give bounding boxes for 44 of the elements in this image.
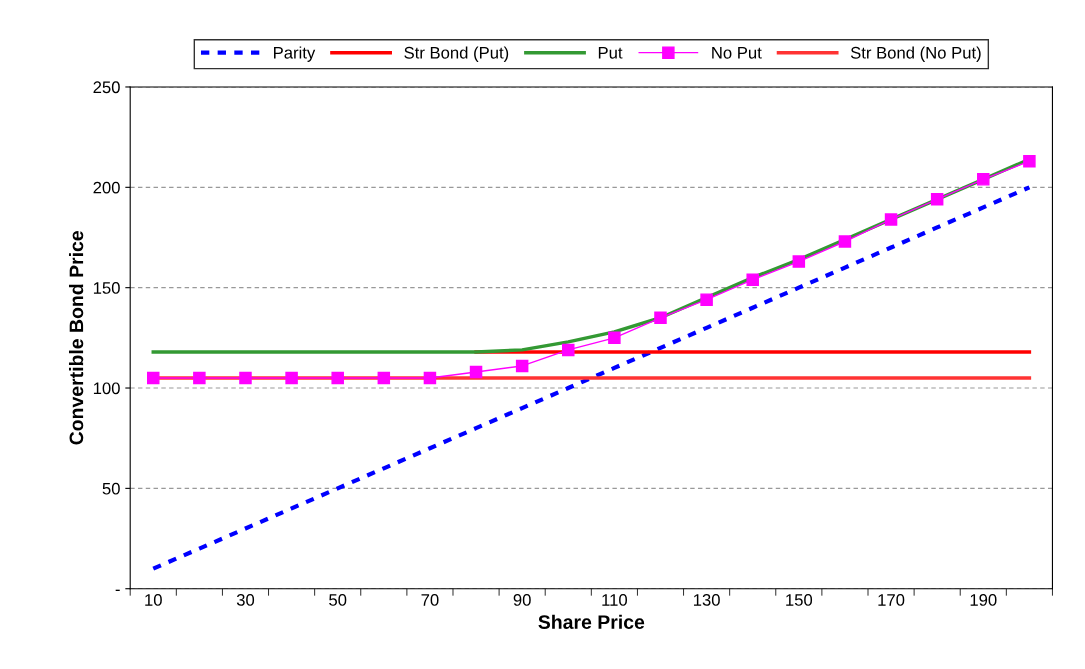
x-tick-label: 110: [602, 594, 628, 606]
point: [1023, 154, 1036, 168]
y-axis-title: Convertible Bond Price: [68, 231, 84, 445]
point: [423, 371, 437, 385]
legend-label: No Put: [712, 47, 762, 59]
x-tick-label: 70: [421, 594, 439, 606]
x-tick-label: 170: [878, 594, 905, 606]
point: [654, 311, 667, 325]
y-tick-label: 200: [93, 181, 120, 194]
point: [239, 371, 252, 385]
point: [285, 371, 298, 385]
y-tick-label: 100: [93, 382, 120, 395]
point: [930, 193, 944, 206]
point: [515, 359, 529, 373]
point: [562, 343, 575, 357]
point: [193, 371, 206, 385]
point: [977, 173, 990, 186]
point: [838, 235, 852, 248]
y-tick-label: 250: [93, 81, 120, 94]
x-tick-label: 90: [513, 594, 531, 606]
y-tick-label: 50: [102, 482, 120, 495]
x-tick-label: 30: [236, 594, 255, 606]
point: [884, 213, 898, 226]
y-tick-label: -: [115, 589, 120, 591]
x-tick-label: 190: [970, 594, 997, 606]
point: [469, 365, 483, 379]
point: [792, 255, 806, 268]
x-tick-label: 50: [329, 594, 347, 606]
point: [377, 371, 391, 385]
point: [608, 331, 621, 345]
line-series: [151, 185, 1032, 571]
x-tick-label: 130: [693, 594, 720, 606]
legend-label: Str Bond (Put): [404, 46, 509, 62]
point: [147, 371, 160, 385]
legend-label: Str Bond (No Put): [850, 46, 981, 62]
y-tick-label: 150: [93, 282, 120, 294]
point: [331, 371, 344, 385]
x-axis-title: Share Price: [538, 614, 645, 629]
legend-label: Parity: [274, 46, 316, 62]
point: [746, 273, 759, 286]
legend-label: Put: [598, 47, 623, 59]
point: [700, 293, 713, 306]
x-tick-label: 150: [786, 594, 813, 606]
x-tick-label: 10: [145, 594, 162, 606]
